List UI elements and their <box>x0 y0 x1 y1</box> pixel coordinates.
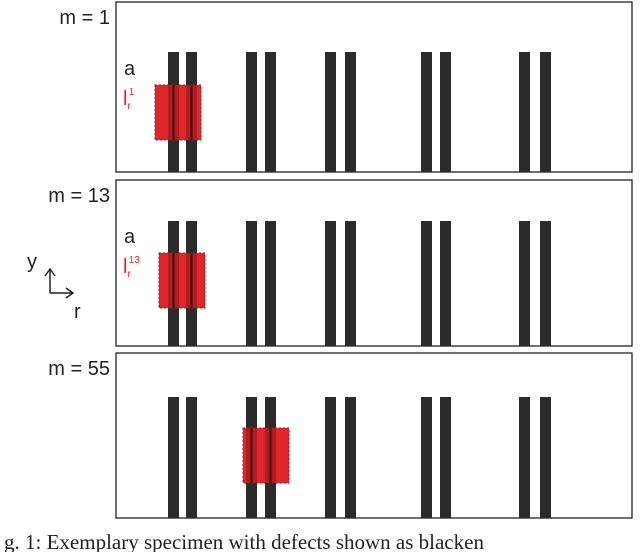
length-sub: r <box>127 101 131 112</box>
panel-label: m = 13 <box>48 185 110 207</box>
length-sup: 13 <box>129 255 141 266</box>
panel: m = 1 alr 1 <box>59 1 633 173</box>
bar <box>421 397 432 518</box>
bar <box>325 221 336 346</box>
bar <box>265 221 276 346</box>
window-outline <box>158 252 206 309</box>
axis-icon: y r <box>27 251 81 323</box>
axis-y: y <box>27 251 37 273</box>
annotation: a <box>124 226 136 248</box>
bar <box>440 221 451 346</box>
panel-label: m = 55 <box>48 358 110 380</box>
length-symbol: l <box>123 88 127 110</box>
bar <box>421 52 432 172</box>
annotation: a <box>124 58 136 80</box>
bar <box>345 221 356 346</box>
length-label: lr 13 <box>123 255 140 280</box>
bar <box>519 397 530 518</box>
caption: g. 1: Exemplary specimen with defects sh… <box>4 530 484 552</box>
bar <box>345 397 356 518</box>
axis-r: r <box>74 301 81 323</box>
panel-frame <box>115 1 633 173</box>
window-outline <box>154 84 202 141</box>
panel-frame <box>115 352 633 519</box>
bar <box>440 397 451 518</box>
bar <box>440 52 451 172</box>
bar <box>540 52 551 172</box>
panel: m = 55 <box>48 352 633 519</box>
bar <box>345 52 356 172</box>
panel-frame <box>115 179 633 347</box>
length-label: lr 1 <box>123 87 135 112</box>
bar <box>265 52 276 172</box>
bar <box>519 221 530 346</box>
window-outline <box>242 427 290 484</box>
length-symbol: l <box>123 256 127 278</box>
bar <box>421 221 432 346</box>
defect-window <box>159 253 205 308</box>
bar <box>540 221 551 346</box>
bar <box>325 397 336 518</box>
bar <box>325 52 336 172</box>
length-sub: r <box>127 269 131 280</box>
bar <box>186 397 197 518</box>
panel-label: m = 1 <box>59 7 110 29</box>
bar <box>246 221 257 346</box>
bar <box>519 52 530 172</box>
bar <box>540 397 551 518</box>
length-sup: 1 <box>129 87 135 98</box>
bar <box>246 52 257 172</box>
bar <box>168 397 179 518</box>
